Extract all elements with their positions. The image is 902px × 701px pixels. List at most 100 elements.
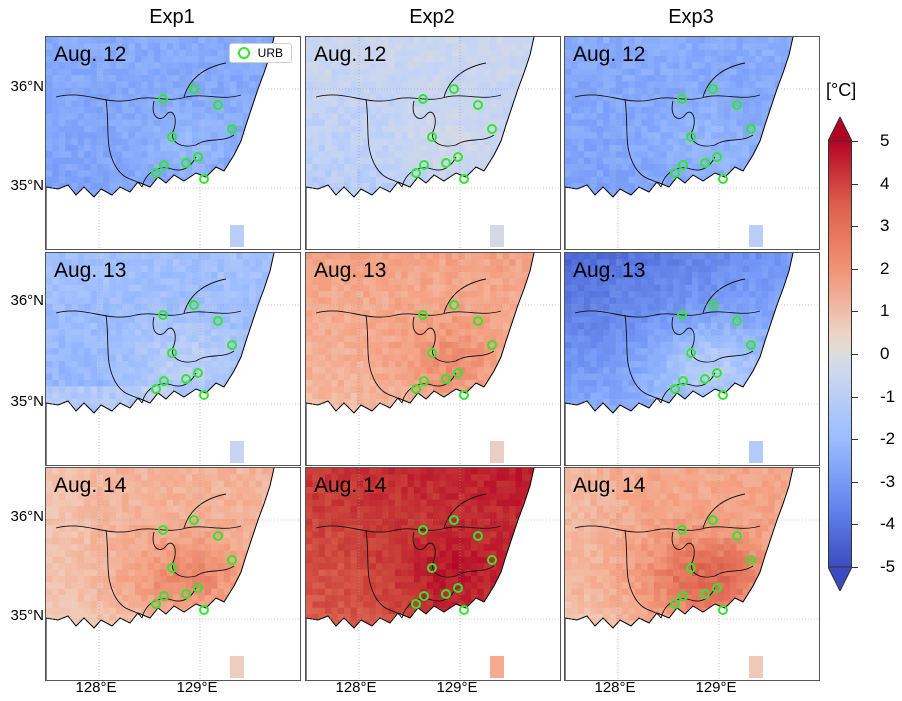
urb-site-marker	[167, 563, 177, 573]
date-label: Aug. 13	[314, 259, 387, 282]
urb-site-marker	[213, 531, 223, 541]
province-border	[195, 350, 235, 362]
lat-label-36n-row2: 36°N	[10, 292, 44, 309]
province-border	[660, 156, 716, 188]
sea-area	[565, 253, 819, 465]
urb-site-marker	[459, 174, 469, 184]
colorbar-extend-max-arrow	[828, 117, 852, 142]
date-label: Aug. 14	[54, 474, 127, 497]
date-label: Aug. 12	[54, 43, 127, 66]
province-border	[141, 587, 197, 619]
province-border	[624, 529, 662, 619]
urb-site-marker	[712, 152, 722, 162]
province-border	[152, 316, 197, 363]
lat-label-35n-row1: 35°N	[10, 177, 44, 194]
urb-site-marker	[449, 84, 459, 94]
map-panel-exp2-aug13: Aug. 13	[305, 252, 561, 466]
urb-site-marker	[686, 132, 696, 142]
urb-site-marker	[746, 124, 756, 134]
island-tsushima	[490, 441, 504, 463]
colorbar-tick-mark	[852, 524, 858, 526]
province-border	[624, 314, 662, 404]
island-tsushima	[749, 656, 763, 678]
urb-site-marker	[708, 300, 718, 310]
lat-label-35n-row3: 35°N	[10, 607, 44, 624]
province-border	[671, 531, 716, 578]
urb-site-marker	[449, 300, 459, 310]
urb-site-marker	[441, 589, 451, 599]
anomaly-map	[565, 37, 819, 249]
province-border	[714, 134, 754, 146]
island-tsushima	[749, 441, 763, 463]
colorbar-tick-mark	[852, 268, 858, 270]
urb-site-marker	[227, 124, 237, 134]
sea-area	[46, 468, 300, 680]
colorbar-extend-min-arrow	[828, 566, 852, 591]
province-border	[401, 587, 457, 619]
urb-site-marker	[459, 390, 469, 400]
urb-site-marker	[487, 340, 497, 350]
lon-label-128e-col1: 128°E	[75, 679, 117, 696]
colorbar-tick-label: 0	[880, 344, 890, 363]
map-panel-exp1-aug14: Aug. 14	[45, 467, 301, 681]
urb-site-marker	[181, 374, 191, 384]
urb-site-marker	[670, 168, 680, 178]
island-tsushima	[230, 225, 244, 247]
coastline	[46, 37, 275, 249]
colorbar-tick-label: 2	[880, 258, 890, 278]
urb-site-marker	[677, 310, 687, 320]
urb-site-marker	[487, 124, 497, 134]
anomaly-map	[46, 253, 300, 465]
island-tsushima	[490, 225, 504, 247]
urb-site-marker	[678, 160, 688, 170]
urb-site-marker	[746, 555, 756, 565]
colorbar-tick-mark	[852, 141, 858, 142]
date-label: Aug. 14	[314, 474, 387, 497]
anomaly-map	[306, 37, 560, 249]
urb-site-marker	[158, 525, 168, 535]
colorbar-unit-label: [°C]	[826, 80, 857, 100]
urb-site-marker	[159, 160, 169, 170]
province-border	[105, 98, 143, 188]
coastline	[306, 37, 535, 249]
urb-site-marker	[213, 100, 223, 110]
urb-site-marker	[193, 368, 203, 378]
urb-site-marker	[189, 515, 199, 525]
province-border	[412, 531, 457, 578]
urb-site-marker	[427, 348, 437, 358]
urb-site-marker	[678, 591, 688, 601]
province-border	[365, 98, 403, 188]
urb-site-marker	[427, 563, 437, 573]
province-border	[671, 316, 716, 363]
province-border	[195, 565, 235, 577]
urb-marker-icon	[237, 47, 250, 59]
sea-area	[46, 37, 300, 249]
colorbar-tick-label: 1	[880, 301, 890, 321]
lat-label-36n-row3: 36°N	[10, 508, 44, 525]
map-panel-exp2-aug12: Aug. 12	[305, 36, 561, 250]
anomaly-map	[46, 468, 300, 680]
legend: URB	[228, 43, 292, 63]
province-border	[55, 525, 242, 533]
colorbar-tick-mark	[852, 354, 858, 355]
province-border	[574, 525, 761, 533]
urb-site-marker	[167, 132, 177, 142]
urb-site-marker	[418, 94, 428, 104]
date-label: Aug. 12	[314, 43, 387, 66]
colorbar-tick-mark	[852, 439, 858, 441]
province-border	[455, 565, 495, 577]
sea-area	[46, 253, 300, 465]
colorbar-tick-label: -5	[880, 557, 896, 576]
urb-site-marker	[700, 589, 710, 599]
province-border	[412, 316, 457, 363]
urb-site-marker	[473, 100, 483, 110]
urb-site-marker	[199, 174, 209, 184]
province-border	[455, 350, 495, 362]
urb-site-marker	[411, 599, 421, 609]
urb-site-marker	[158, 310, 168, 320]
urb-site-marker	[732, 100, 742, 110]
urb-site-marker	[213, 316, 223, 326]
urb-site-marker	[700, 374, 710, 384]
province-border	[455, 134, 495, 146]
urb-site-marker	[718, 174, 728, 184]
